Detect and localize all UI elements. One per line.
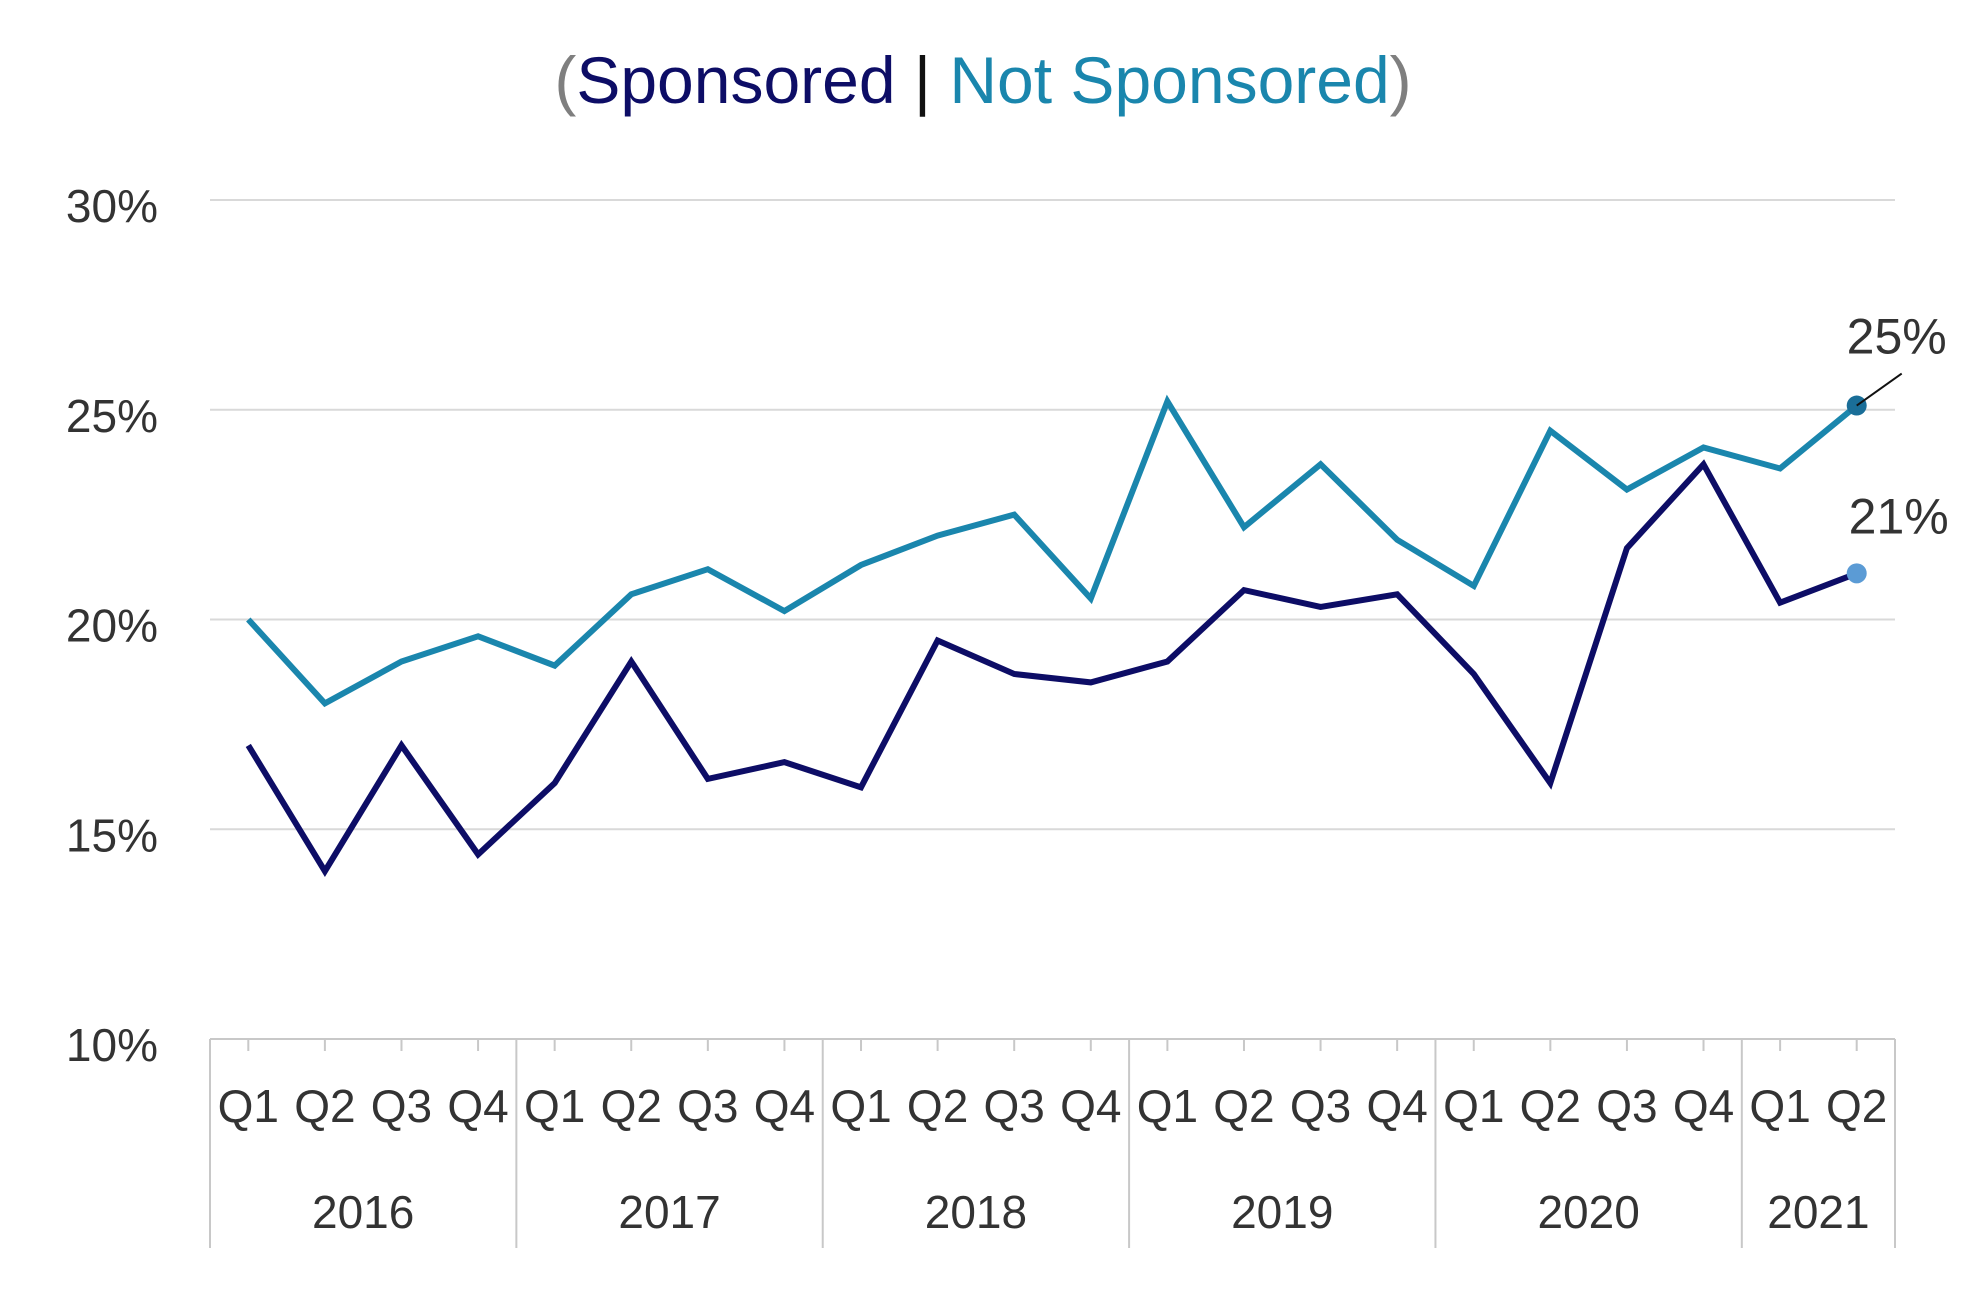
quarter-label: Q3 [1290,1080,1351,1132]
quarter-label: Q3 [371,1080,432,1132]
y-tick-label: 20% [66,600,158,652]
y-tick-label: 10% [66,1019,158,1071]
chart-title: (Sponsored | Not Sponsored) [0,40,1966,120]
title-sponsored-label: Sponsored [576,43,896,117]
quarter-label: Q2 [1520,1080,1581,1132]
quarter-label: Q3 [984,1080,1045,1132]
quarter-label: Q2 [601,1080,662,1132]
quarter-label: Q2 [294,1080,355,1132]
quarter-label: Q3 [1596,1080,1657,1132]
y-tick-label: 25% [66,390,158,442]
quarter-label: Q3 [677,1080,738,1132]
year-label: 2017 [618,1186,720,1238]
quarter-label: Q1 [830,1080,891,1132]
quarter-label: Q4 [1366,1080,1427,1132]
series-line-sponsored [245,459,1858,877]
quarter-label: Q1 [524,1080,585,1132]
year-label: 2021 [1767,1186,1869,1238]
quarter-label: Q1 [1749,1080,1810,1132]
series-line-not-sponsored [246,394,1859,708]
y-tick-label: 30% [66,180,158,232]
quarter-label: Q4 [754,1080,815,1132]
year-label: 2018 [925,1186,1027,1238]
title-paren-open: ( [554,43,577,117]
title-paren-close: ) [1389,43,1412,117]
year-label: 2019 [1231,1186,1333,1238]
quarter-label: Q2 [1826,1080,1887,1132]
end-label-leader-not-sponsored [1856,372,1903,407]
end-label-sponsored: 21% [1849,488,1949,544]
quarter-label: Q1 [218,1080,279,1132]
end-marker-sponsored [1846,563,1867,584]
quarter-label: Q2 [907,1080,968,1132]
title-separator: | [895,43,950,117]
year-label: 2020 [1537,1186,1639,1238]
y-tick-label: 15% [66,809,158,861]
quarter-label: Q1 [1443,1080,1504,1132]
year-label: 2016 [312,1186,414,1238]
quarter-label: Q4 [447,1080,508,1132]
quarter-label: Q4 [1673,1080,1734,1132]
quarter-label: Q2 [1213,1080,1274,1132]
quarter-label: Q4 [1060,1080,1121,1132]
quarter-label: Q1 [1137,1080,1198,1132]
end-label-not-sponsored: 25% [1847,309,1947,365]
title-not-sponsored-label: Not Sponsored [949,43,1390,117]
